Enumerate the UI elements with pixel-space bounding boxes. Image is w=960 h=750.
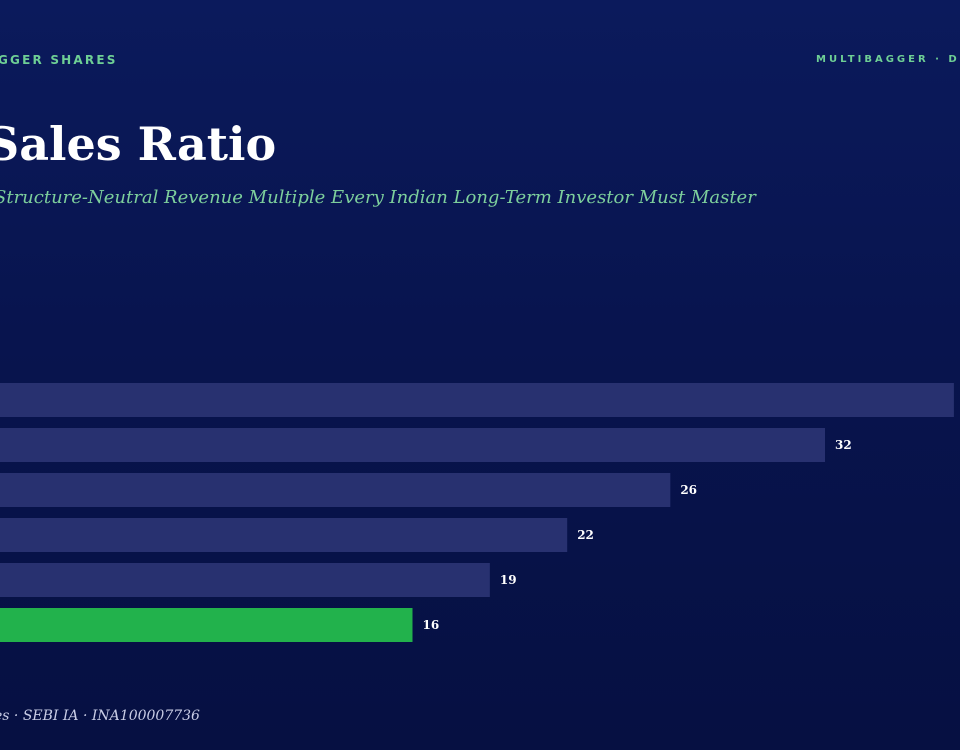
bar-value-label: 19 [500,573,517,587]
page-title: Sales Ratio [0,117,277,171]
bar-value-label: 32 [835,438,852,452]
brand-left-text: GGER SHARES [0,53,118,67]
bar [0,428,825,462]
footer-disclaimer: es · SEBI IA · INA100007736 [0,708,200,724]
bar [0,563,490,597]
bar-value-label: 16 [423,618,440,632]
bar-value-label: 22 [577,528,594,542]
bar [0,473,671,507]
brand-right-text: MULTIBAGGER · D [816,54,960,65]
bar [0,383,954,417]
bar-highlighted [0,608,413,642]
bar-value-label: 26 [680,483,697,497]
page-subtitle: Structure-Neutral Revenue Multiple Every… [0,187,756,208]
bar [0,518,568,552]
